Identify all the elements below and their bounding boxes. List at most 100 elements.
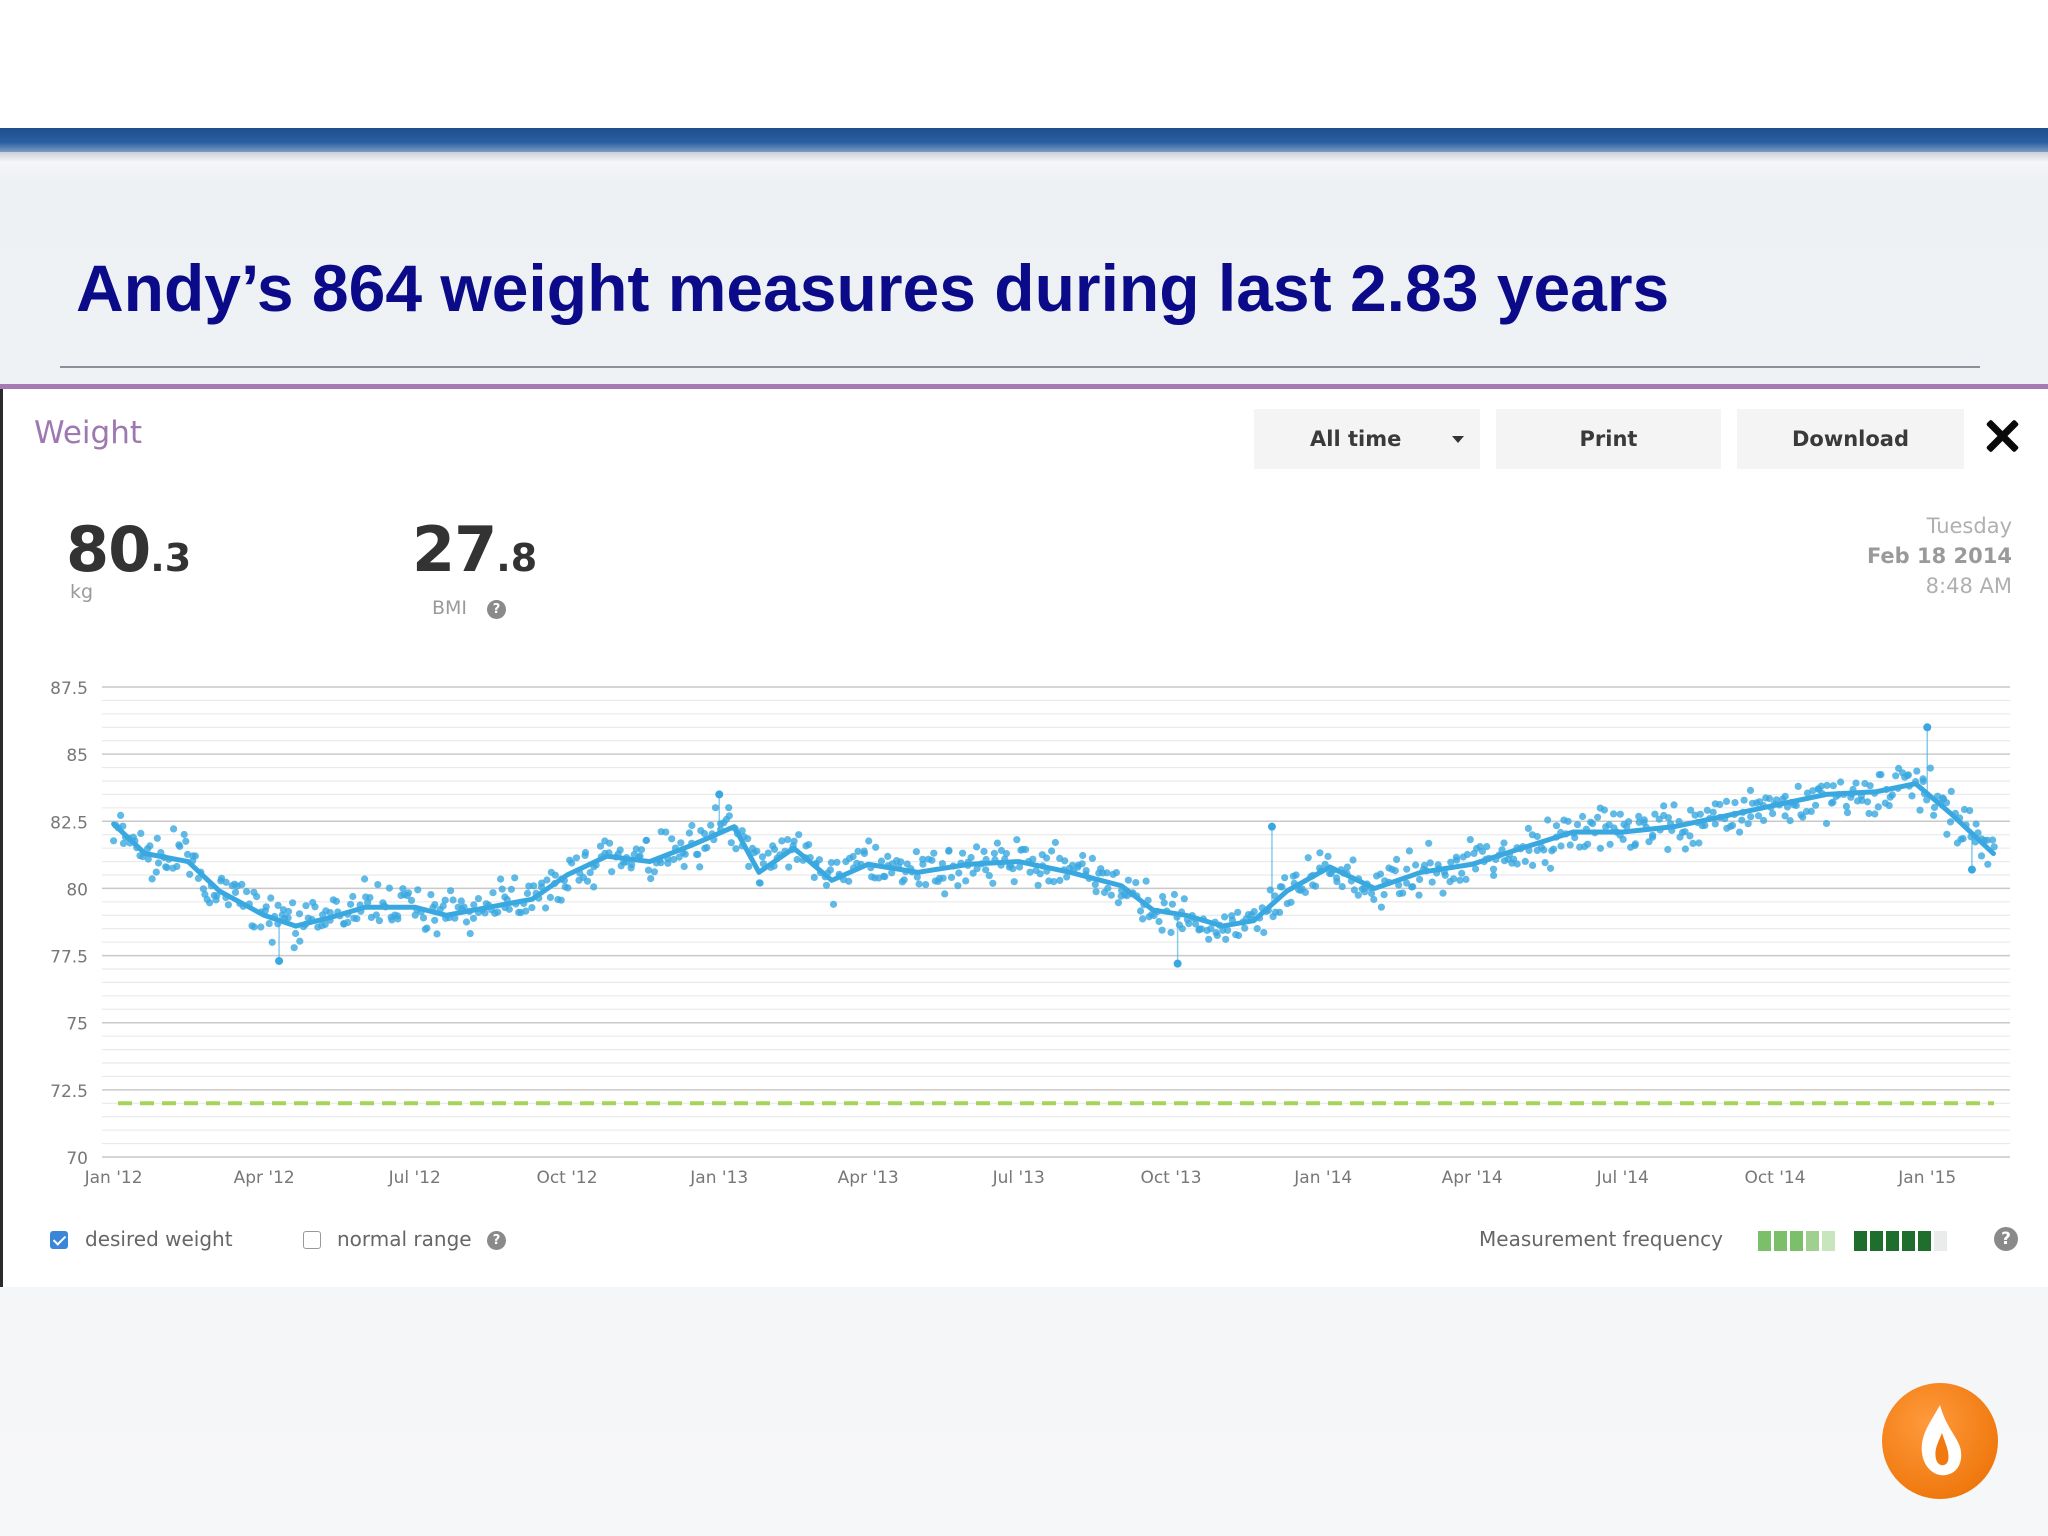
- weight-point: [206, 899, 214, 907]
- weight-point: [1311, 882, 1320, 890]
- desired-weight-label[interactable]: desired weight: [85, 1227, 233, 1251]
- weight-point: [1333, 874, 1341, 882]
- weight-point: [982, 866, 990, 874]
- weight-point: [1036, 870, 1044, 878]
- weight-point: [707, 821, 715, 829]
- weight-point: [586, 869, 594, 877]
- y-tick-label: 72.5: [50, 1082, 88, 1102]
- weight-point: [912, 848, 921, 856]
- normal-range-checkbox[interactable]: [303, 1231, 321, 1249]
- selected-date: Tuesday Feb 18 2014 8:48 AM: [1867, 511, 2012, 601]
- weight-point: [1837, 778, 1845, 786]
- weight-point: [1703, 806, 1711, 814]
- weight-point: [657, 859, 665, 867]
- weight-point: [1660, 802, 1668, 810]
- weight-point: [1744, 820, 1752, 828]
- weight-point: [137, 829, 145, 837]
- weight-point: [703, 844, 711, 852]
- weight-point: [1167, 928, 1175, 937]
- weight-point: [1168, 900, 1176, 908]
- weight-point: [231, 888, 240, 896]
- weight-point: [538, 879, 546, 887]
- close-icon[interactable]: [1985, 419, 2019, 453]
- weight-decimal: .3: [150, 536, 192, 580]
- weight-point: [347, 900, 355, 908]
- weight-point: [163, 864, 171, 872]
- bmi-label: BMI: [432, 597, 468, 619]
- weight-point: [1722, 797, 1731, 805]
- weight-point: [694, 850, 702, 858]
- weight-point: [1740, 796, 1748, 804]
- weight-point: [947, 873, 956, 881]
- weight-point: [1919, 777, 1927, 786]
- current-weight: 80.3: [66, 513, 191, 586]
- weight-point: [1687, 806, 1695, 814]
- x-tick-label: Oct '12: [536, 1168, 597, 1188]
- weight-point: [1786, 817, 1794, 825]
- weight-point: [1056, 876, 1064, 884]
- print-button[interactable]: Print: [1496, 409, 1721, 469]
- weight-point: [785, 863, 793, 871]
- weight-point: [1478, 847, 1486, 855]
- desired-weight-checkbox[interactable]: [50, 1231, 68, 1249]
- weight-point: [1781, 812, 1789, 820]
- weight-point: [546, 893, 555, 901]
- weight-point: [250, 923, 258, 931]
- weight-point: [1635, 812, 1643, 820]
- weight-point: [1600, 806, 1608, 814]
- weight-point: [1664, 814, 1672, 822]
- weight-point: [1107, 891, 1115, 899]
- chart-grid: [102, 686, 2010, 1158]
- selected-weekday: Tuesday: [1926, 514, 2012, 538]
- weight-point: [1439, 889, 1447, 897]
- weight-point: [650, 868, 659, 876]
- weight-point: [1908, 792, 1916, 800]
- weight-point: [826, 866, 835, 874]
- weight-point: [778, 837, 786, 845]
- weight-point: [1930, 811, 1938, 819]
- weight-point: [1546, 864, 1555, 872]
- weight-point: [1640, 816, 1648, 824]
- weight-point: [1649, 833, 1657, 841]
- weight-point: [1781, 792, 1789, 800]
- frequency-swatch: [1902, 1231, 1915, 1251]
- weight-point: [1686, 832, 1694, 840]
- weight-point: [1079, 851, 1087, 860]
- weight-point: [1207, 925, 1215, 933]
- bmi-help-icon[interactable]: ?: [487, 600, 506, 619]
- weight-point: [1606, 840, 1614, 848]
- x-tick-label: Jul '13: [992, 1168, 1045, 1188]
- weight-point: [1589, 820, 1597, 828]
- weight-point: [1136, 907, 1145, 915]
- weight-point: [1736, 828, 1744, 836]
- weight-point: [366, 894, 374, 902]
- weight-point: [860, 849, 869, 858]
- frequency-help-icon[interactable]: ?: [1994, 1227, 2018, 1251]
- weight-point: [1002, 850, 1011, 858]
- chart-legend: desired weight normal range ? Measuremen…: [0, 1219, 2048, 1259]
- weight-point: [990, 849, 999, 857]
- download-button[interactable]: Download: [1737, 409, 1964, 469]
- x-tick-label: Apr '13: [838, 1168, 899, 1188]
- weight-point: [1399, 889, 1407, 897]
- weight-point: [353, 915, 361, 923]
- weight-point: [1529, 861, 1537, 869]
- weight-point: [1544, 816, 1552, 824]
- normal-range-label[interactable]: normal range: [337, 1227, 472, 1251]
- weight-point: [1888, 791, 1896, 799]
- weight-point: [732, 845, 740, 853]
- frequency-swatch: [1918, 1231, 1931, 1251]
- time-range-dropdown[interactable]: All time: [1254, 409, 1480, 469]
- weight-point: [497, 875, 505, 883]
- weight-point: [1681, 828, 1689, 836]
- weight-point: [753, 847, 761, 855]
- weight-point: [822, 881, 831, 889]
- measurement-frequency-scale: [1758, 1231, 1950, 1251]
- weight-point: [849, 852, 857, 861]
- weight-point: [1746, 786, 1755, 794]
- normal-range-help-icon[interactable]: ?: [487, 1231, 506, 1250]
- weight-point: [542, 904, 550, 912]
- weight-point: [1235, 931, 1243, 940]
- weight-point: [985, 872, 993, 880]
